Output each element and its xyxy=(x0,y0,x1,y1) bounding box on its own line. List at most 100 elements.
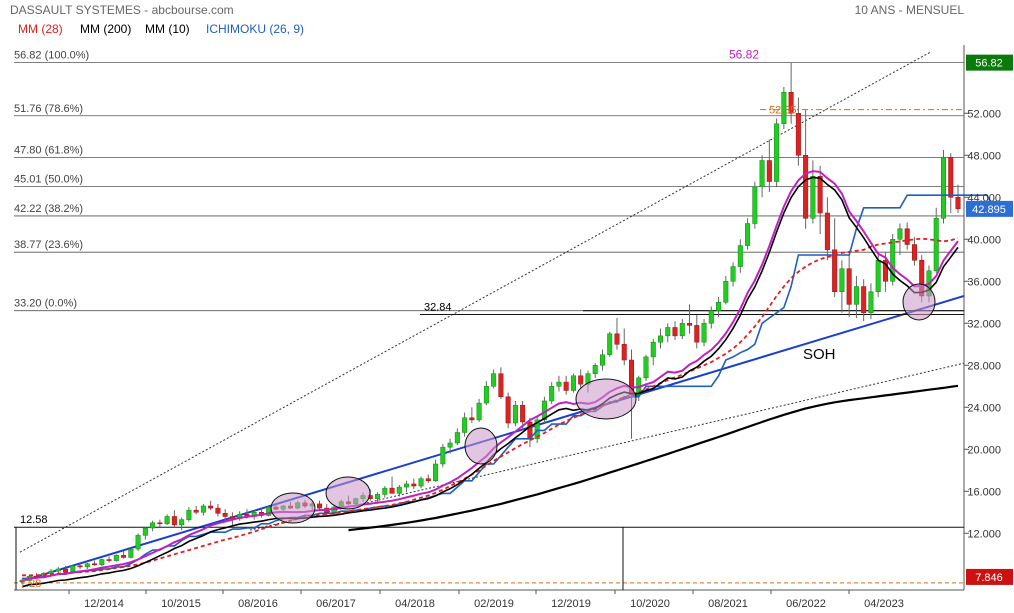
candle-body xyxy=(752,186,758,224)
annotation-0: 56.82 xyxy=(729,48,759,62)
candle-body xyxy=(106,559,112,561)
candle-body xyxy=(382,487,388,495)
candle-body xyxy=(621,344,627,361)
highlight-ellipse xyxy=(270,492,316,524)
fib-level-label-4: 42.22 (38.2%) xyxy=(14,203,83,215)
x-tick-label-0: 12/2014 xyxy=(84,598,124,610)
mm28-line xyxy=(22,237,959,577)
candle-body xyxy=(643,356,649,379)
candle-body xyxy=(795,113,801,156)
candle-body xyxy=(672,327,678,337)
candle-body xyxy=(832,249,838,293)
x-tick-label-3: 06/2017 xyxy=(316,598,356,610)
candle-body xyxy=(679,323,685,337)
candle-body xyxy=(404,483,410,488)
candle-body xyxy=(607,333,613,356)
chart-title: DASSAULT SYSTEMES - abcbourse.com xyxy=(10,3,234,17)
candle-body xyxy=(491,373,497,387)
candle-body xyxy=(440,446,446,465)
candle-body xyxy=(418,478,424,487)
annotation-1: 52.35 xyxy=(769,105,797,117)
fib-level-label-0: 56.82 (100.0%) xyxy=(14,50,89,62)
mm10-upper-line xyxy=(21,170,959,582)
x-tick-label-9: 06/2022 xyxy=(786,598,826,610)
fib-level-label-5: 38.77 (23.6%) xyxy=(14,239,83,251)
price-tag-bg-0 xyxy=(966,54,1013,71)
highlight-ellipse xyxy=(575,378,637,420)
candle-body xyxy=(774,123,780,182)
candle-body xyxy=(476,402,482,421)
candle-body xyxy=(135,535,141,550)
candle-body xyxy=(933,218,939,272)
candle-body xyxy=(875,260,881,293)
ichimoku-line xyxy=(22,194,1002,580)
candle-body xyxy=(128,548,134,558)
candle-body xyxy=(563,381,569,391)
candle-body xyxy=(730,266,736,282)
legend-mm28[interactable]: MM (28) xyxy=(18,22,63,36)
candle-body xyxy=(389,487,395,494)
candle-body xyxy=(868,291,874,314)
candle-body xyxy=(193,509,199,513)
candle-body xyxy=(164,516,170,525)
candle-body xyxy=(708,310,714,324)
y-tick-label-2: 20.000 xyxy=(967,444,1001,456)
y-tick-label-3: 24.000 xyxy=(967,402,1001,414)
candle-body xyxy=(99,559,105,566)
candle-body xyxy=(592,365,598,374)
candle-body xyxy=(803,155,809,219)
legend-mm10[interactable]: MM (10) xyxy=(145,22,190,36)
candle-body xyxy=(737,245,743,267)
candle-body xyxy=(222,513,228,517)
candle-body xyxy=(113,555,119,561)
candle-body xyxy=(861,286,867,314)
candle-body xyxy=(839,268,845,293)
candle-body xyxy=(19,580,25,582)
candle-body xyxy=(716,302,722,311)
candle-body xyxy=(578,375,584,385)
candle-body xyxy=(781,92,787,125)
y-tick-label-0: 12.000 xyxy=(967,528,1001,540)
candle-body xyxy=(911,244,917,261)
candle-body xyxy=(396,486,402,494)
fib-level-label-6: 33.20 (0.0%) xyxy=(14,298,77,310)
candle-body xyxy=(955,197,961,210)
price-tag-0: 56.82 xyxy=(975,58,1003,70)
legend-ichimoku[interactable]: ICHIMOKU (26, 9) xyxy=(206,22,305,36)
x-tick-label-8: 08/2021 xyxy=(708,598,748,610)
annotation-2: 32.84 xyxy=(424,301,452,313)
candle-body xyxy=(694,325,700,343)
candle-body xyxy=(150,522,156,529)
candle-body xyxy=(179,519,185,526)
candle-body xyxy=(745,223,751,246)
y-tick-label-4: 28.000 xyxy=(967,360,1001,372)
y-tick-label-1: 16.000 xyxy=(967,486,1001,498)
candle-body xyxy=(824,212,830,251)
candle-body xyxy=(846,268,852,305)
x-tick-label-10: 04/2023 xyxy=(864,598,904,610)
candle-body xyxy=(658,335,664,343)
mm10-line xyxy=(21,176,959,588)
highlight-ellipse xyxy=(325,476,371,510)
candle-body xyxy=(186,509,192,520)
candle-body xyxy=(215,507,221,514)
candle-body xyxy=(788,92,794,114)
legend-mm200[interactable]: MM (200) xyxy=(80,22,132,36)
candle-body xyxy=(157,522,163,525)
candle-body xyxy=(63,568,69,573)
annotation-3: 12.58 xyxy=(20,514,48,526)
annotation-4: 7.28 xyxy=(20,578,41,590)
price-tag-bg-1 xyxy=(966,200,1013,217)
candle-body xyxy=(549,386,555,402)
price-tag-bg-2 xyxy=(966,568,1013,585)
candle-body xyxy=(570,375,576,391)
candle-body xyxy=(454,432,460,444)
candle-body xyxy=(483,386,489,404)
candle-body xyxy=(411,483,417,487)
candle-body xyxy=(599,354,605,366)
price-tag-2: 7.846 xyxy=(975,572,1003,584)
x-tick-label-7: 10/2020 xyxy=(630,598,670,610)
candle-body xyxy=(897,228,903,240)
x-tick-label-4: 04/2018 xyxy=(395,598,435,610)
